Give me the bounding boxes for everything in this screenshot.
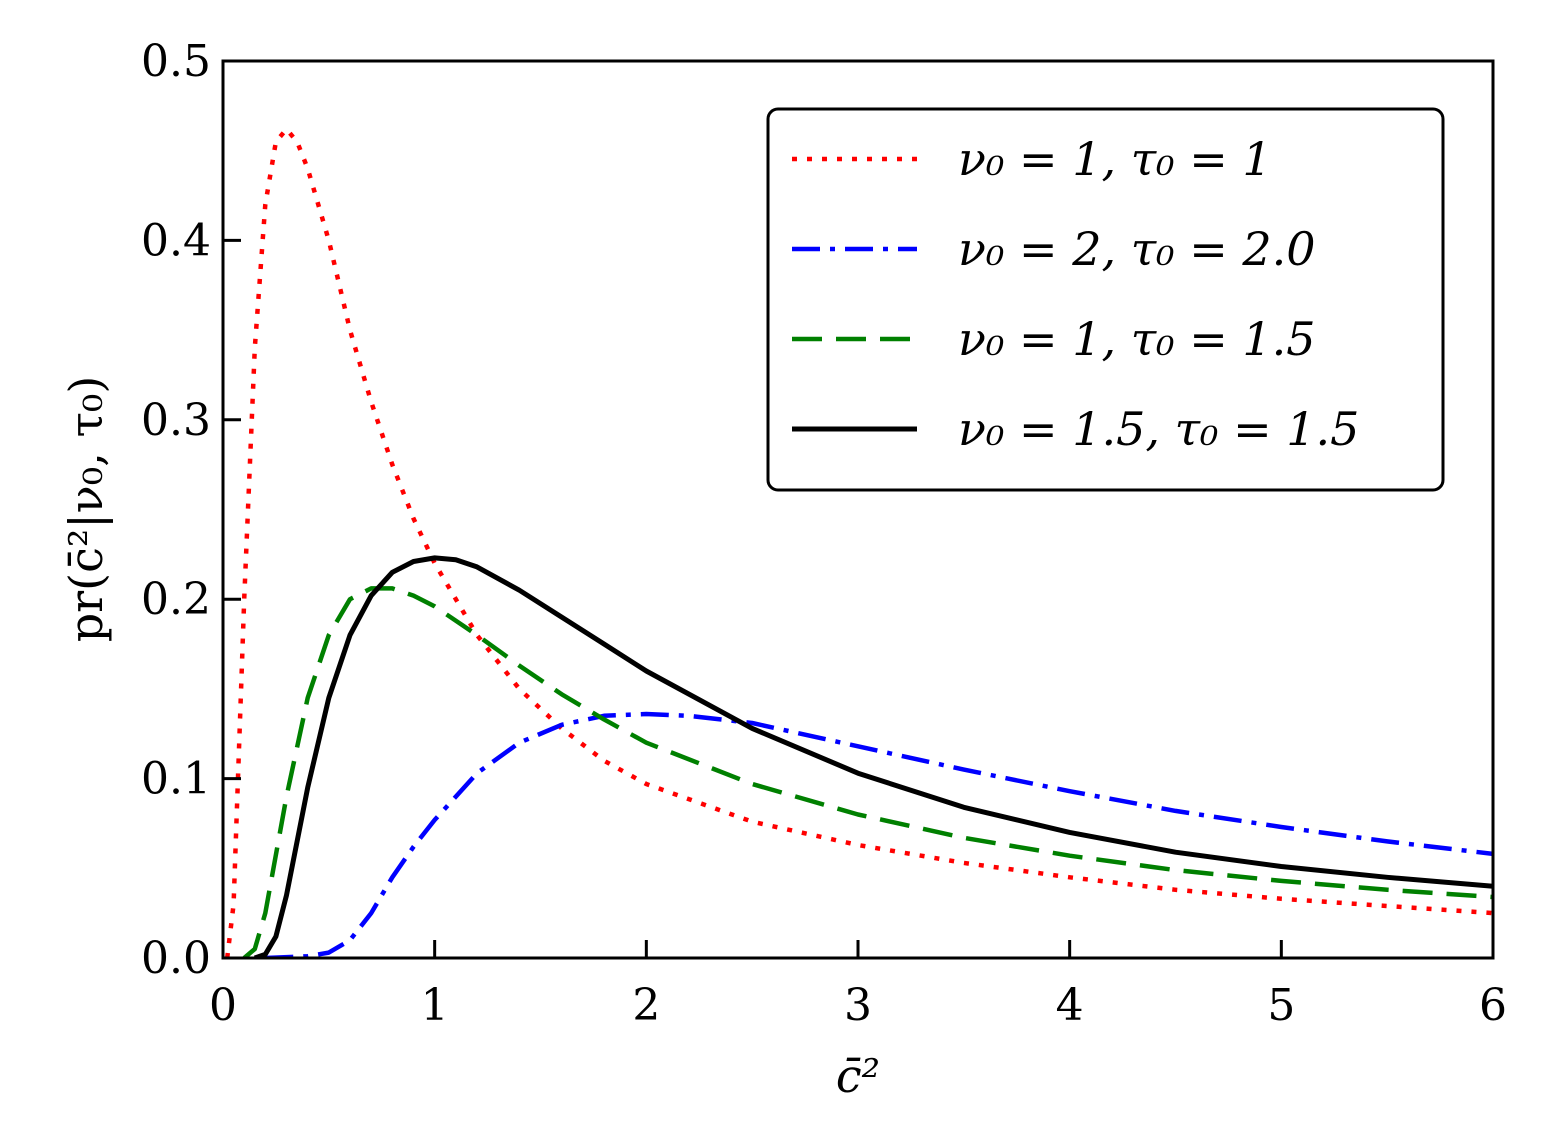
legend-box	[766, 107, 1445, 492]
y-tick-label: 0.5	[141, 36, 211, 87]
legend-label-4: ν₀ = 1.5, τ₀ = 1.5	[958, 402, 1359, 456]
x-tick-label: 3	[844, 980, 872, 1031]
y-tick-label: 0.3	[141, 395, 211, 446]
legend-entries: ν₀ = 1, τ₀ = 1 ν₀ = 2, τ₀ = 2.0 ν₀ = 1, τ₀…	[792, 132, 1359, 456]
y-tick-label: 0.0	[141, 933, 211, 984]
legend-label-2: ν₀ = 2, τ₀ = 2.0	[958, 222, 1316, 276]
y-axis-label: pr(c̄²|ν₀, τ₀)	[59, 376, 113, 643]
ticks-layer: 0 1 2 3 4 5 6 0.0 0.1 0.2 0.3 0.4 0.5	[141, 36, 1507, 1031]
x-axis-label: c̄²	[836, 1049, 880, 1103]
legend: ν₀ = 1, τ₀ = 1 ν₀ = 2, τ₀ = 2.0 ν₀ = 1, τ₀…	[766, 107, 1445, 492]
legend-label-1: ν₀ = 1, τ₀ = 1	[958, 132, 1272, 186]
series-line-3	[242, 586, 1493, 958]
x-tick-label: 4	[1056, 980, 1084, 1031]
legend-label-3: ν₀ = 1, τ₀ = 1.5	[958, 312, 1316, 366]
x-tick-label: 0	[209, 980, 237, 1031]
series-layer	[224, 126, 1493, 958]
y-tick-label: 0.4	[141, 215, 211, 266]
y-tick-label: 0.1	[141, 754, 211, 805]
x-tick-label: 5	[1267, 980, 1295, 1031]
x-tick-label: 2	[632, 980, 660, 1031]
x-tick-label: 6	[1479, 980, 1507, 1031]
x-tick-label: 1	[421, 980, 449, 1031]
series-line-2	[265, 711, 1493, 958]
y-tick-label: 0.2	[141, 574, 211, 625]
series-line-4	[253, 555, 1493, 958]
